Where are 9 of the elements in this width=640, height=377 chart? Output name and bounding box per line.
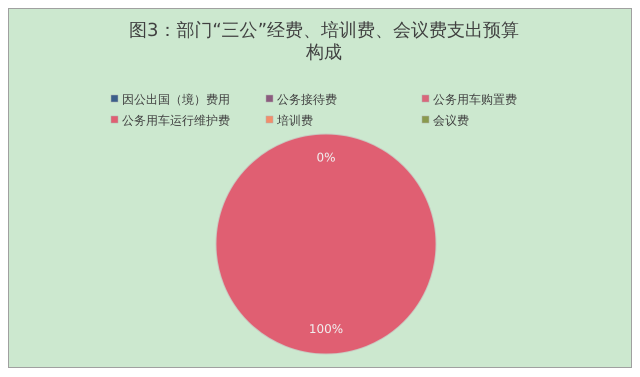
legend-label: 会议费 — [433, 113, 469, 128]
legend-label: 培训费 — [276, 113, 313, 128]
data-label: 100% — [308, 322, 344, 336]
legend-label: 公务用车运行维护费 — [122, 113, 230, 128]
legend-label: 公务接待费 — [277, 92, 337, 106]
text: 0% — [316, 150, 336, 164]
legend-label: 因公出国（境）费用 — [122, 92, 230, 106]
chart-title: 图3：部门“三公”经费、培训费、会议费支出预算构成 — [128, 20, 520, 63]
legend-label: 公务用车购置费 — [433, 92, 517, 106]
